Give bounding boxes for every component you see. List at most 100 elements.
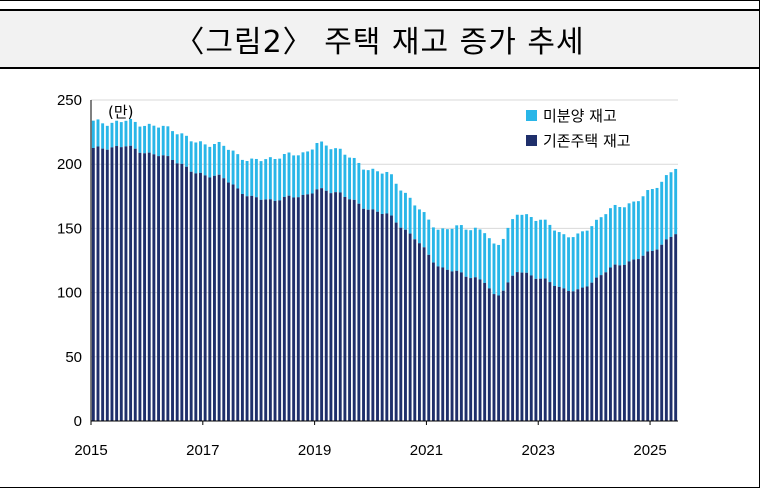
unit-label: (만) xyxy=(108,103,134,121)
bar-existing xyxy=(352,199,356,421)
bar-unsold xyxy=(338,148,342,193)
bar-existing xyxy=(250,195,254,421)
bar-existing xyxy=(399,227,403,421)
bar-existing xyxy=(394,222,398,421)
bar-unsold xyxy=(101,123,105,149)
bar-unsold xyxy=(199,141,202,173)
bar-existing xyxy=(105,149,109,421)
bar-existing xyxy=(175,163,179,421)
bar-unsold xyxy=(259,161,263,200)
bar-existing xyxy=(487,288,491,421)
bar-existing xyxy=(203,175,207,421)
bar-unsold xyxy=(273,159,277,201)
bar-unsold xyxy=(585,230,589,287)
legend-label-existing: 기존주택 재고 xyxy=(543,132,631,150)
bar-existing xyxy=(571,291,575,421)
bar-unsold xyxy=(282,153,286,197)
bar-unsold xyxy=(119,122,123,148)
bar-existing xyxy=(133,148,137,422)
bar-existing xyxy=(366,209,370,421)
bar-existing xyxy=(599,275,603,421)
bar-unsold xyxy=(147,123,151,153)
bar-unsold xyxy=(622,207,626,265)
bar-unsold xyxy=(343,154,347,197)
bar-existing xyxy=(324,190,328,421)
bar-unsold xyxy=(674,168,678,235)
bar-existing xyxy=(422,247,426,421)
bar-unsold xyxy=(595,219,598,278)
bar-unsold xyxy=(217,141,221,175)
bar-existing xyxy=(329,193,333,421)
bar-unsold xyxy=(110,122,114,148)
x-tick-label: 2019 xyxy=(298,442,331,459)
bar-existing xyxy=(119,147,123,421)
bar-existing xyxy=(548,282,552,421)
bar-existing xyxy=(194,173,198,421)
bar-existing xyxy=(469,278,473,421)
x-tick-label: 2021 xyxy=(410,442,443,459)
bar-unsold xyxy=(268,157,272,200)
bar-unsold xyxy=(529,217,533,276)
bar-existing xyxy=(581,287,584,421)
bar-unsold xyxy=(245,161,249,197)
bar-unsold xyxy=(124,120,128,147)
bar-unsold xyxy=(226,149,230,183)
bar-existing xyxy=(278,200,282,421)
bar-existing xyxy=(627,261,631,421)
bar-existing xyxy=(534,278,538,421)
bar-existing xyxy=(436,266,440,421)
bar-existing xyxy=(231,184,235,421)
bar-existing xyxy=(427,254,431,421)
bar-unsold xyxy=(534,220,538,279)
bar-existing xyxy=(674,234,678,421)
bar-existing xyxy=(441,267,445,421)
bar-unsold xyxy=(543,219,547,279)
bar-unsold xyxy=(105,125,109,150)
bar-existing xyxy=(511,275,515,421)
bar-unsold xyxy=(385,171,389,214)
bar-existing xyxy=(334,192,338,421)
y-tick-label: 100 xyxy=(57,285,82,302)
bar-existing xyxy=(515,272,519,421)
bar-existing xyxy=(604,272,608,421)
bar-unsold xyxy=(133,121,137,149)
bar-unsold xyxy=(240,159,244,195)
bar-existing xyxy=(567,291,570,421)
x-tick-label: 2015 xyxy=(74,442,107,459)
bar-existing xyxy=(315,189,319,421)
bar-unsold xyxy=(278,158,282,201)
bar-unsold xyxy=(655,187,659,250)
bar-unsold xyxy=(115,120,119,147)
bar-existing xyxy=(96,146,100,421)
bar-existing xyxy=(576,289,580,421)
bar-unsold xyxy=(669,172,673,237)
bar-unsold xyxy=(250,158,254,196)
bar-existing xyxy=(385,213,389,421)
bar-existing xyxy=(185,166,188,421)
bar-existing xyxy=(459,272,463,421)
bar-existing xyxy=(483,282,487,421)
bar-unsold xyxy=(166,126,170,157)
bar-existing xyxy=(362,208,365,421)
axes-layer: 0 50 100 150 200 250 2015 2017 2019 2021 2023 2025 xyxy=(57,92,678,459)
bar-existing xyxy=(338,192,342,421)
bar-unsold xyxy=(254,158,258,198)
bar-existing xyxy=(455,270,459,421)
bar-existing xyxy=(254,197,258,421)
bar-existing xyxy=(376,211,379,421)
bar-existing xyxy=(287,195,291,421)
bar-unsold xyxy=(469,230,473,279)
bar-unsold xyxy=(96,119,100,147)
bar-existing xyxy=(408,233,412,421)
bar-existing xyxy=(208,177,212,421)
bar-existing xyxy=(553,285,556,421)
bar-unsold xyxy=(129,118,133,146)
bar-unsold xyxy=(362,169,365,209)
bar-unsold xyxy=(394,183,398,223)
y-tick-label: 50 xyxy=(65,349,82,366)
bar-existing xyxy=(660,244,664,421)
bar-unsold xyxy=(292,155,296,198)
bar-unsold xyxy=(175,134,179,164)
bar-existing xyxy=(520,272,524,421)
